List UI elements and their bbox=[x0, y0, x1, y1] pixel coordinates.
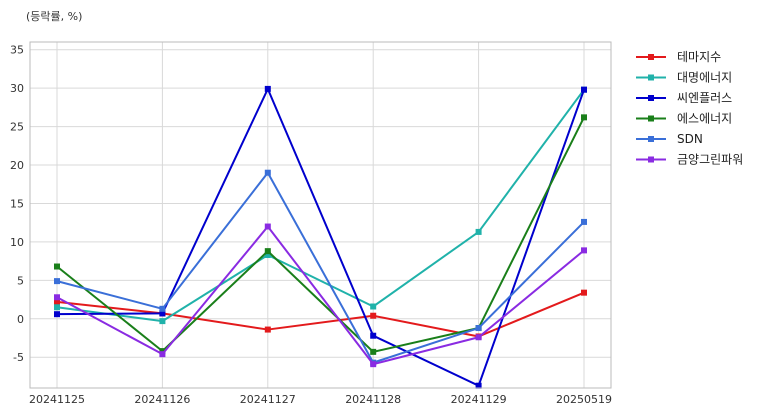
unit-label: (등락률, %) bbox=[26, 10, 82, 23]
x-tick-label: 20241128 bbox=[345, 393, 401, 406]
x-axis-ticks: 20241125 20241126 20241127 20241128 20241129… bbox=[29, 393, 612, 406]
x-tick-label: 20241129 bbox=[451, 393, 507, 406]
data-point bbox=[159, 351, 166, 358]
y-tick-label: 35 bbox=[10, 44, 24, 57]
series-씨엔플러스 bbox=[54, 85, 587, 389]
data-point bbox=[54, 263, 60, 270]
series-line bbox=[56, 89, 585, 323]
series-line bbox=[56, 225, 585, 366]
legend-label: 대명에너지 bbox=[677, 71, 732, 85]
data-point bbox=[264, 326, 271, 333]
legend-marker bbox=[648, 156, 654, 163]
legend-item: SDN bbox=[636, 132, 703, 146]
data-point bbox=[264, 169, 271, 176]
series-line bbox=[56, 291, 585, 338]
data-point bbox=[54, 294, 60, 301]
x-tick-label: 20241126 bbox=[134, 393, 190, 406]
data-point bbox=[370, 303, 377, 310]
legend-item: 에스에너지 bbox=[636, 112, 732, 126]
legend-marker bbox=[648, 54, 654, 60]
legend-item: 금양그린파워 bbox=[636, 153, 743, 167]
legend-label: 에스에너지 bbox=[677, 112, 732, 126]
legend-marker bbox=[648, 74, 654, 81]
y-tick-label: 30 bbox=[10, 82, 24, 95]
data-point bbox=[159, 348, 166, 355]
data-point bbox=[159, 318, 166, 325]
y-tick-label: -5 bbox=[13, 351, 24, 364]
legend-label: 금양그린파워 bbox=[677, 153, 743, 167]
data-point bbox=[370, 348, 377, 355]
legend-marker bbox=[648, 95, 654, 101]
data-point bbox=[581, 289, 587, 296]
data-point bbox=[581, 218, 587, 225]
data-point bbox=[54, 311, 60, 318]
data-point bbox=[475, 228, 482, 235]
data-point bbox=[475, 334, 482, 341]
y-tick-label: 15 bbox=[10, 197, 24, 210]
y-tick-label: 0 bbox=[17, 313, 24, 326]
data-point bbox=[264, 248, 271, 255]
data-point bbox=[581, 114, 587, 121]
data-point bbox=[159, 305, 166, 312]
data-point bbox=[370, 332, 377, 339]
data-point bbox=[475, 325, 482, 332]
y-tick-label: 5 bbox=[17, 274, 24, 287]
series-line bbox=[56, 116, 585, 353]
legend-label: 테마지수 bbox=[677, 50, 721, 64]
data-point bbox=[159, 310, 166, 317]
data-point bbox=[54, 298, 60, 305]
legend-item: 씨엔플러스 bbox=[636, 91, 732, 105]
series-line bbox=[56, 87, 585, 387]
legend-marker bbox=[648, 115, 654, 122]
legend-item: 테마지수 bbox=[636, 50, 721, 64]
data-point bbox=[475, 382, 482, 389]
x-tick-label: 20250519 bbox=[556, 393, 612, 406]
legend-label: SDN bbox=[677, 132, 703, 146]
legend-item: 대명에너지 bbox=[636, 71, 732, 85]
data-point bbox=[370, 361, 377, 368]
data-point bbox=[264, 223, 271, 230]
data-point bbox=[581, 86, 587, 93]
data-point bbox=[264, 85, 271, 92]
y-axis-ticks: -5 0 5 10 15 20 25 30 35 bbox=[10, 44, 24, 365]
plot-frame bbox=[29, 41, 612, 389]
plot-area bbox=[30, 42, 611, 388]
data-point bbox=[54, 304, 60, 311]
x-tick-label: 20241125 bbox=[29, 393, 85, 406]
legend-marker bbox=[648, 136, 654, 142]
series-line bbox=[56, 171, 585, 364]
y-tick-label: 10 bbox=[10, 236, 24, 249]
data-point bbox=[54, 278, 60, 285]
y-tick-label: 20 bbox=[10, 159, 24, 172]
series-금양그린파워 bbox=[54, 223, 587, 368]
y-tick-label: 25 bbox=[10, 121, 24, 134]
data-point bbox=[370, 312, 377, 319]
data-point bbox=[264, 251, 271, 258]
series-group bbox=[54, 85, 587, 389]
data-point bbox=[581, 247, 587, 254]
x-tick-label: 20241127 bbox=[240, 393, 296, 406]
legend-label: 씨엔플러스 bbox=[677, 91, 732, 105]
